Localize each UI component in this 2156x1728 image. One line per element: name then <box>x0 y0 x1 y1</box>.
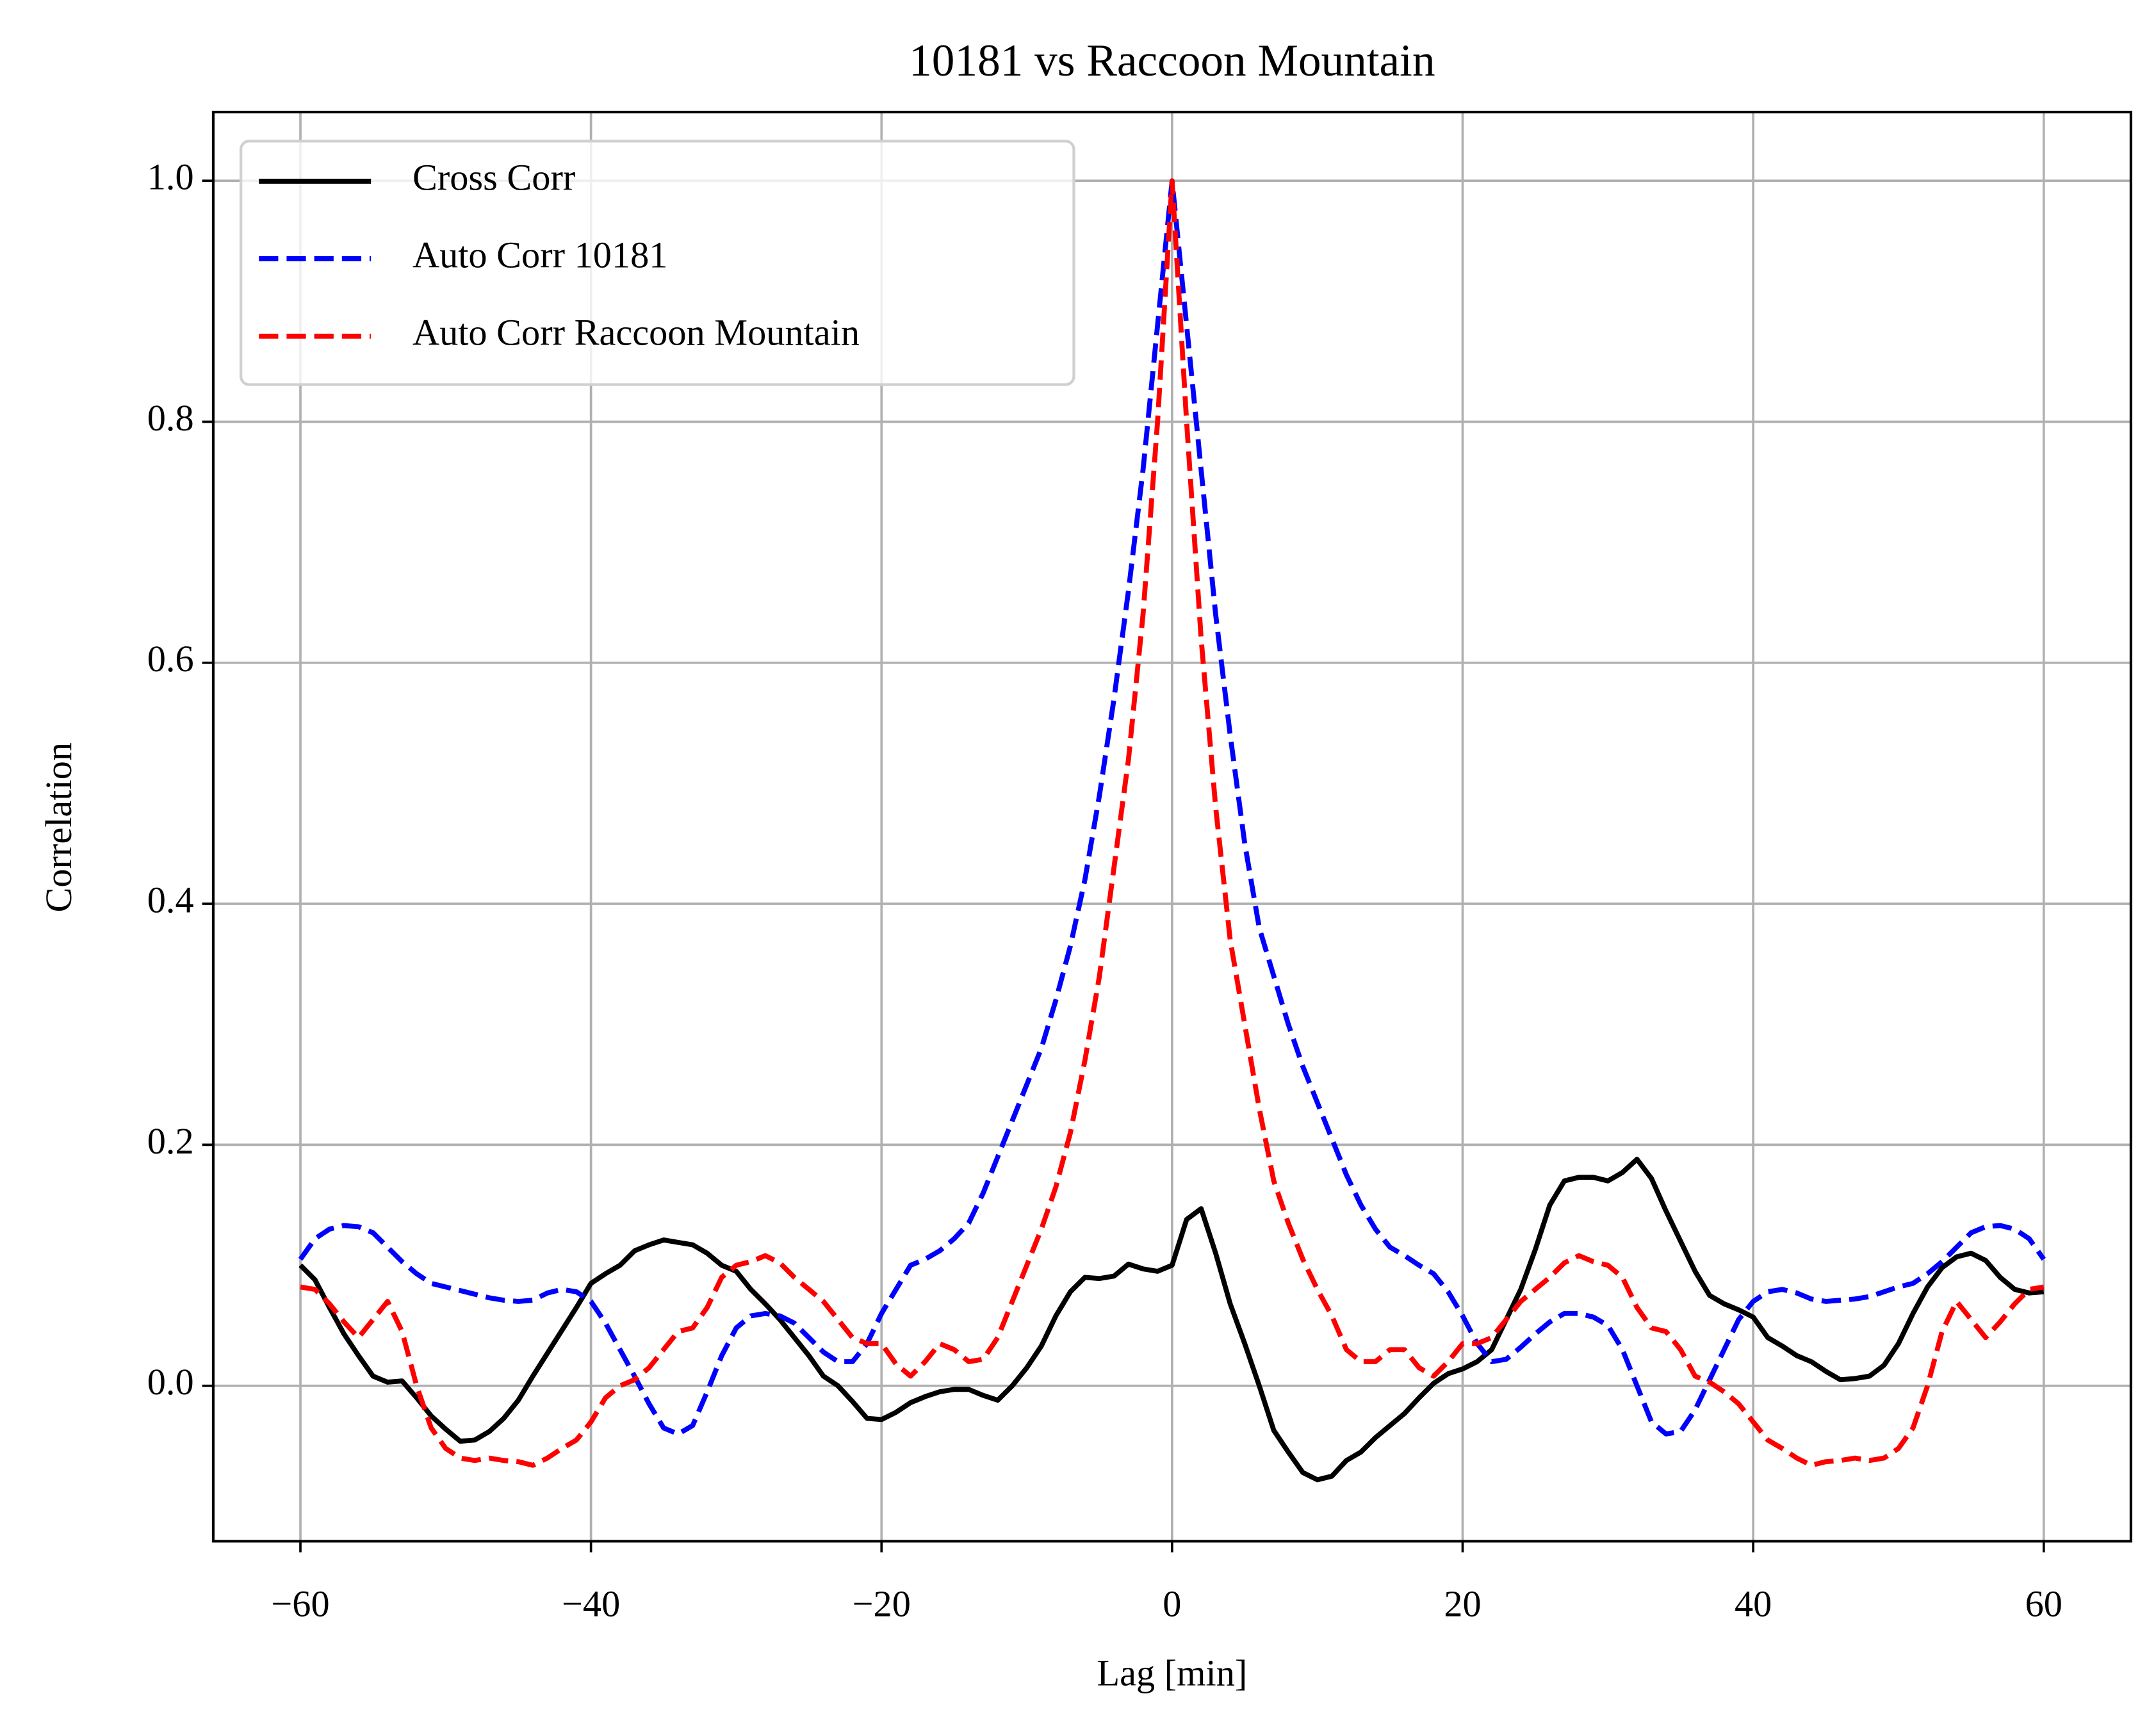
legend-box <box>239 140 1075 386</box>
x-axis-label: Lag [min] <box>1097 1652 1247 1693</box>
legend-label: Auto Corr 10181 <box>412 234 667 275</box>
y-tick-label: 0.4 <box>147 879 194 920</box>
y-tick-label: 0.0 <box>147 1361 194 1403</box>
chart-title: 10181 vs Raccoon Mountain <box>909 35 1435 86</box>
legend-label: Auto Corr Raccoon Mountain <box>412 311 860 353</box>
y-tick-label: 0.6 <box>147 638 194 680</box>
x-tick-label: −60 <box>271 1583 329 1624</box>
y-tick-label: 0.8 <box>147 397 194 439</box>
y-axis-label: Correlation <box>38 742 79 913</box>
series-line <box>300 178 2045 1468</box>
x-tick-label: 40 <box>1735 1583 1772 1624</box>
x-tick-label: 20 <box>1444 1583 1481 1624</box>
y-tick-label: 0.2 <box>147 1120 194 1162</box>
series-line <box>298 1157 2045 1483</box>
x-tick-label: 60 <box>2025 1583 2062 1624</box>
y-tick-label: 1.0 <box>147 156 194 198</box>
x-tick-label: −40 <box>562 1583 620 1624</box>
plot-frame <box>211 110 2132 1543</box>
legend-label: Cross Corr <box>412 156 575 198</box>
x-tick-label: −20 <box>853 1583 911 1624</box>
x-tick-label: 0 <box>1163 1583 1181 1624</box>
